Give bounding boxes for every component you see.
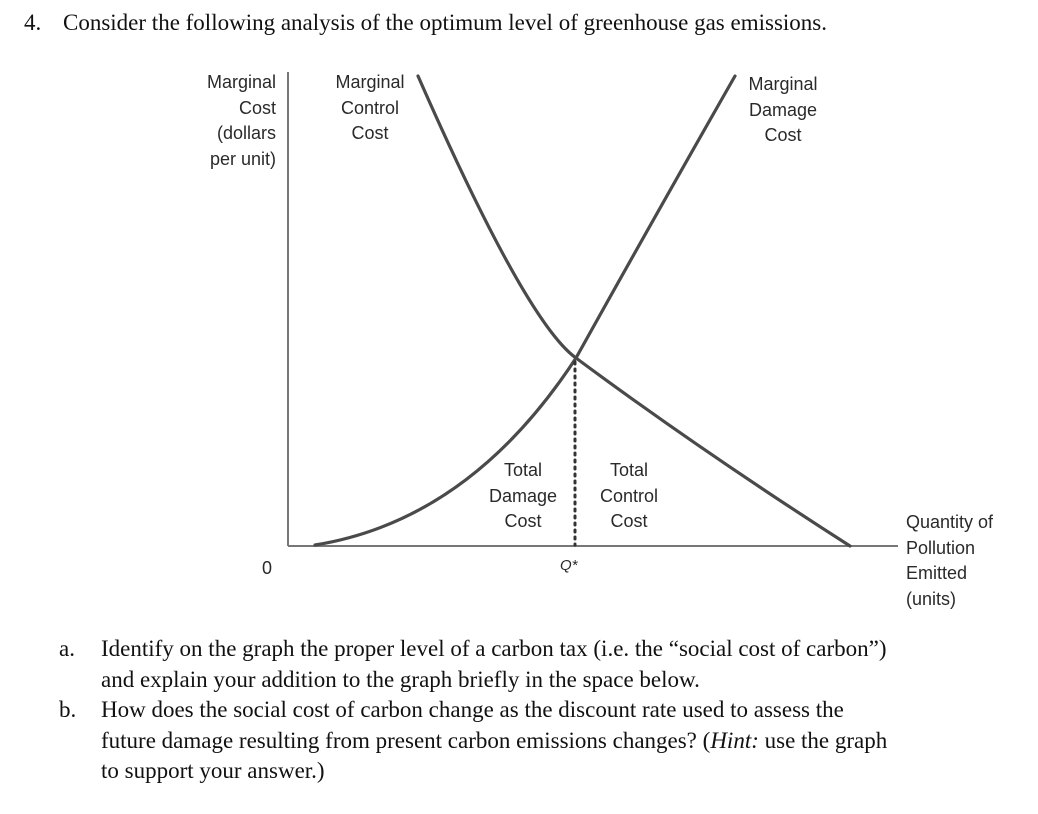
part-a-text: Identify on the graph the proper level o… (101, 636, 887, 692)
y-axis-label: Marginal Cost (dollars per unit) (206, 72, 276, 169)
part-b-letter: b. (59, 697, 77, 722)
marginal-damage-cost-curve (313, 74, 737, 547)
question-number: 4. (24, 10, 42, 35)
part-a-letter: a. (59, 636, 75, 661)
x-axis-label: Quantity of Pollution Emitted (units) (906, 512, 994, 609)
origin-label: 0 (262, 558, 273, 578)
area-label-total-damage-cost: Total Damage Cost (488, 460, 558, 531)
curve-label-marginal-control-cost: Marginal Control Cost (335, 72, 405, 143)
question-text: Consider the following analysis of the o… (63, 10, 827, 35)
q-star-label: Q* (560, 557, 578, 574)
part-b-text: How does the social cost of carbon chang… (101, 697, 888, 783)
curve-label-marginal-damage-cost: Marginal Damage Cost (748, 74, 818, 145)
area-label-total-control-cost: Total Control Cost (599, 460, 659, 531)
hint-word: Hint: (710, 727, 759, 753)
